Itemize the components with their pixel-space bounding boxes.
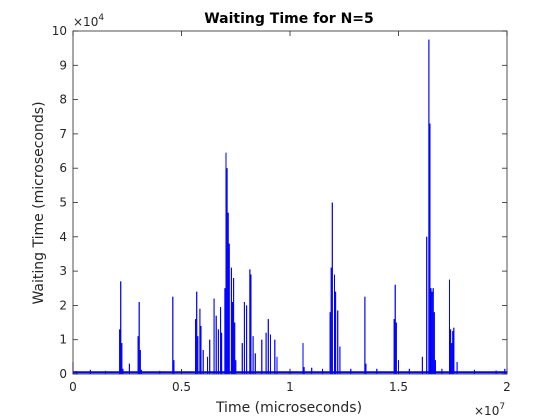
y-tick-label: 4 <box>59 230 67 244</box>
y-axis-multiplier-base: ×10 <box>73 15 98 29</box>
y-axis: 0 1 2 3 4 5 6 7 8 9 10 <box>52 24 507 381</box>
y-tick-label: 8 <box>59 93 67 107</box>
x-axis-label: Time (microseconds) <box>215 400 362 416</box>
x-axis-multiplier-power: 7 <box>499 402 505 412</box>
y-tick-label: 1 <box>59 333 67 347</box>
y-tick-label: 0 <box>59 367 67 381</box>
y-tick-label: 9 <box>59 58 67 72</box>
x-axis-multiplier: ×107 <box>474 402 505 418</box>
x-tick-label: 2 <box>503 380 511 394</box>
y-axis-multiplier: ×104 <box>73 13 104 29</box>
chart-title: Waiting Time for N=5 <box>204 11 374 27</box>
x-axis: 0 0.5 1 1.5 2 <box>69 31 511 394</box>
x-tick-label: 0 <box>69 380 77 394</box>
y-tick-label: 5 <box>59 196 67 210</box>
y-tick-label: 6 <box>59 161 67 175</box>
x-tick-label: 1 <box>286 380 294 394</box>
axes-box <box>72 30 508 375</box>
y-tick-label: 10 <box>52 24 67 38</box>
x-axis-multiplier-base: ×10 <box>474 404 499 418</box>
x-tick-label: 0.5 <box>172 380 191 394</box>
y-tick-label: 7 <box>59 127 67 141</box>
y-axis-label: Waiting Time (microseconds) <box>31 101 47 304</box>
x-tick-label: 1.5 <box>389 380 408 394</box>
y-tick-label: 3 <box>59 264 67 278</box>
y-tick-label: 2 <box>59 298 67 312</box>
y-axis-multiplier-power: 4 <box>98 13 104 23</box>
